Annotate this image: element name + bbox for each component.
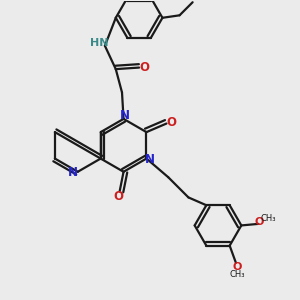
Text: O: O: [113, 190, 123, 203]
Text: O: O: [139, 61, 149, 74]
Text: HN: HN: [90, 38, 109, 48]
Text: N: N: [145, 153, 155, 166]
Text: O: O: [255, 217, 264, 227]
Text: CH₃: CH₃: [261, 214, 276, 224]
Text: CH₃: CH₃: [230, 270, 245, 279]
Text: N: N: [68, 166, 78, 179]
Text: O: O: [232, 262, 242, 272]
Text: N: N: [119, 109, 130, 122]
Text: O: O: [166, 116, 176, 129]
